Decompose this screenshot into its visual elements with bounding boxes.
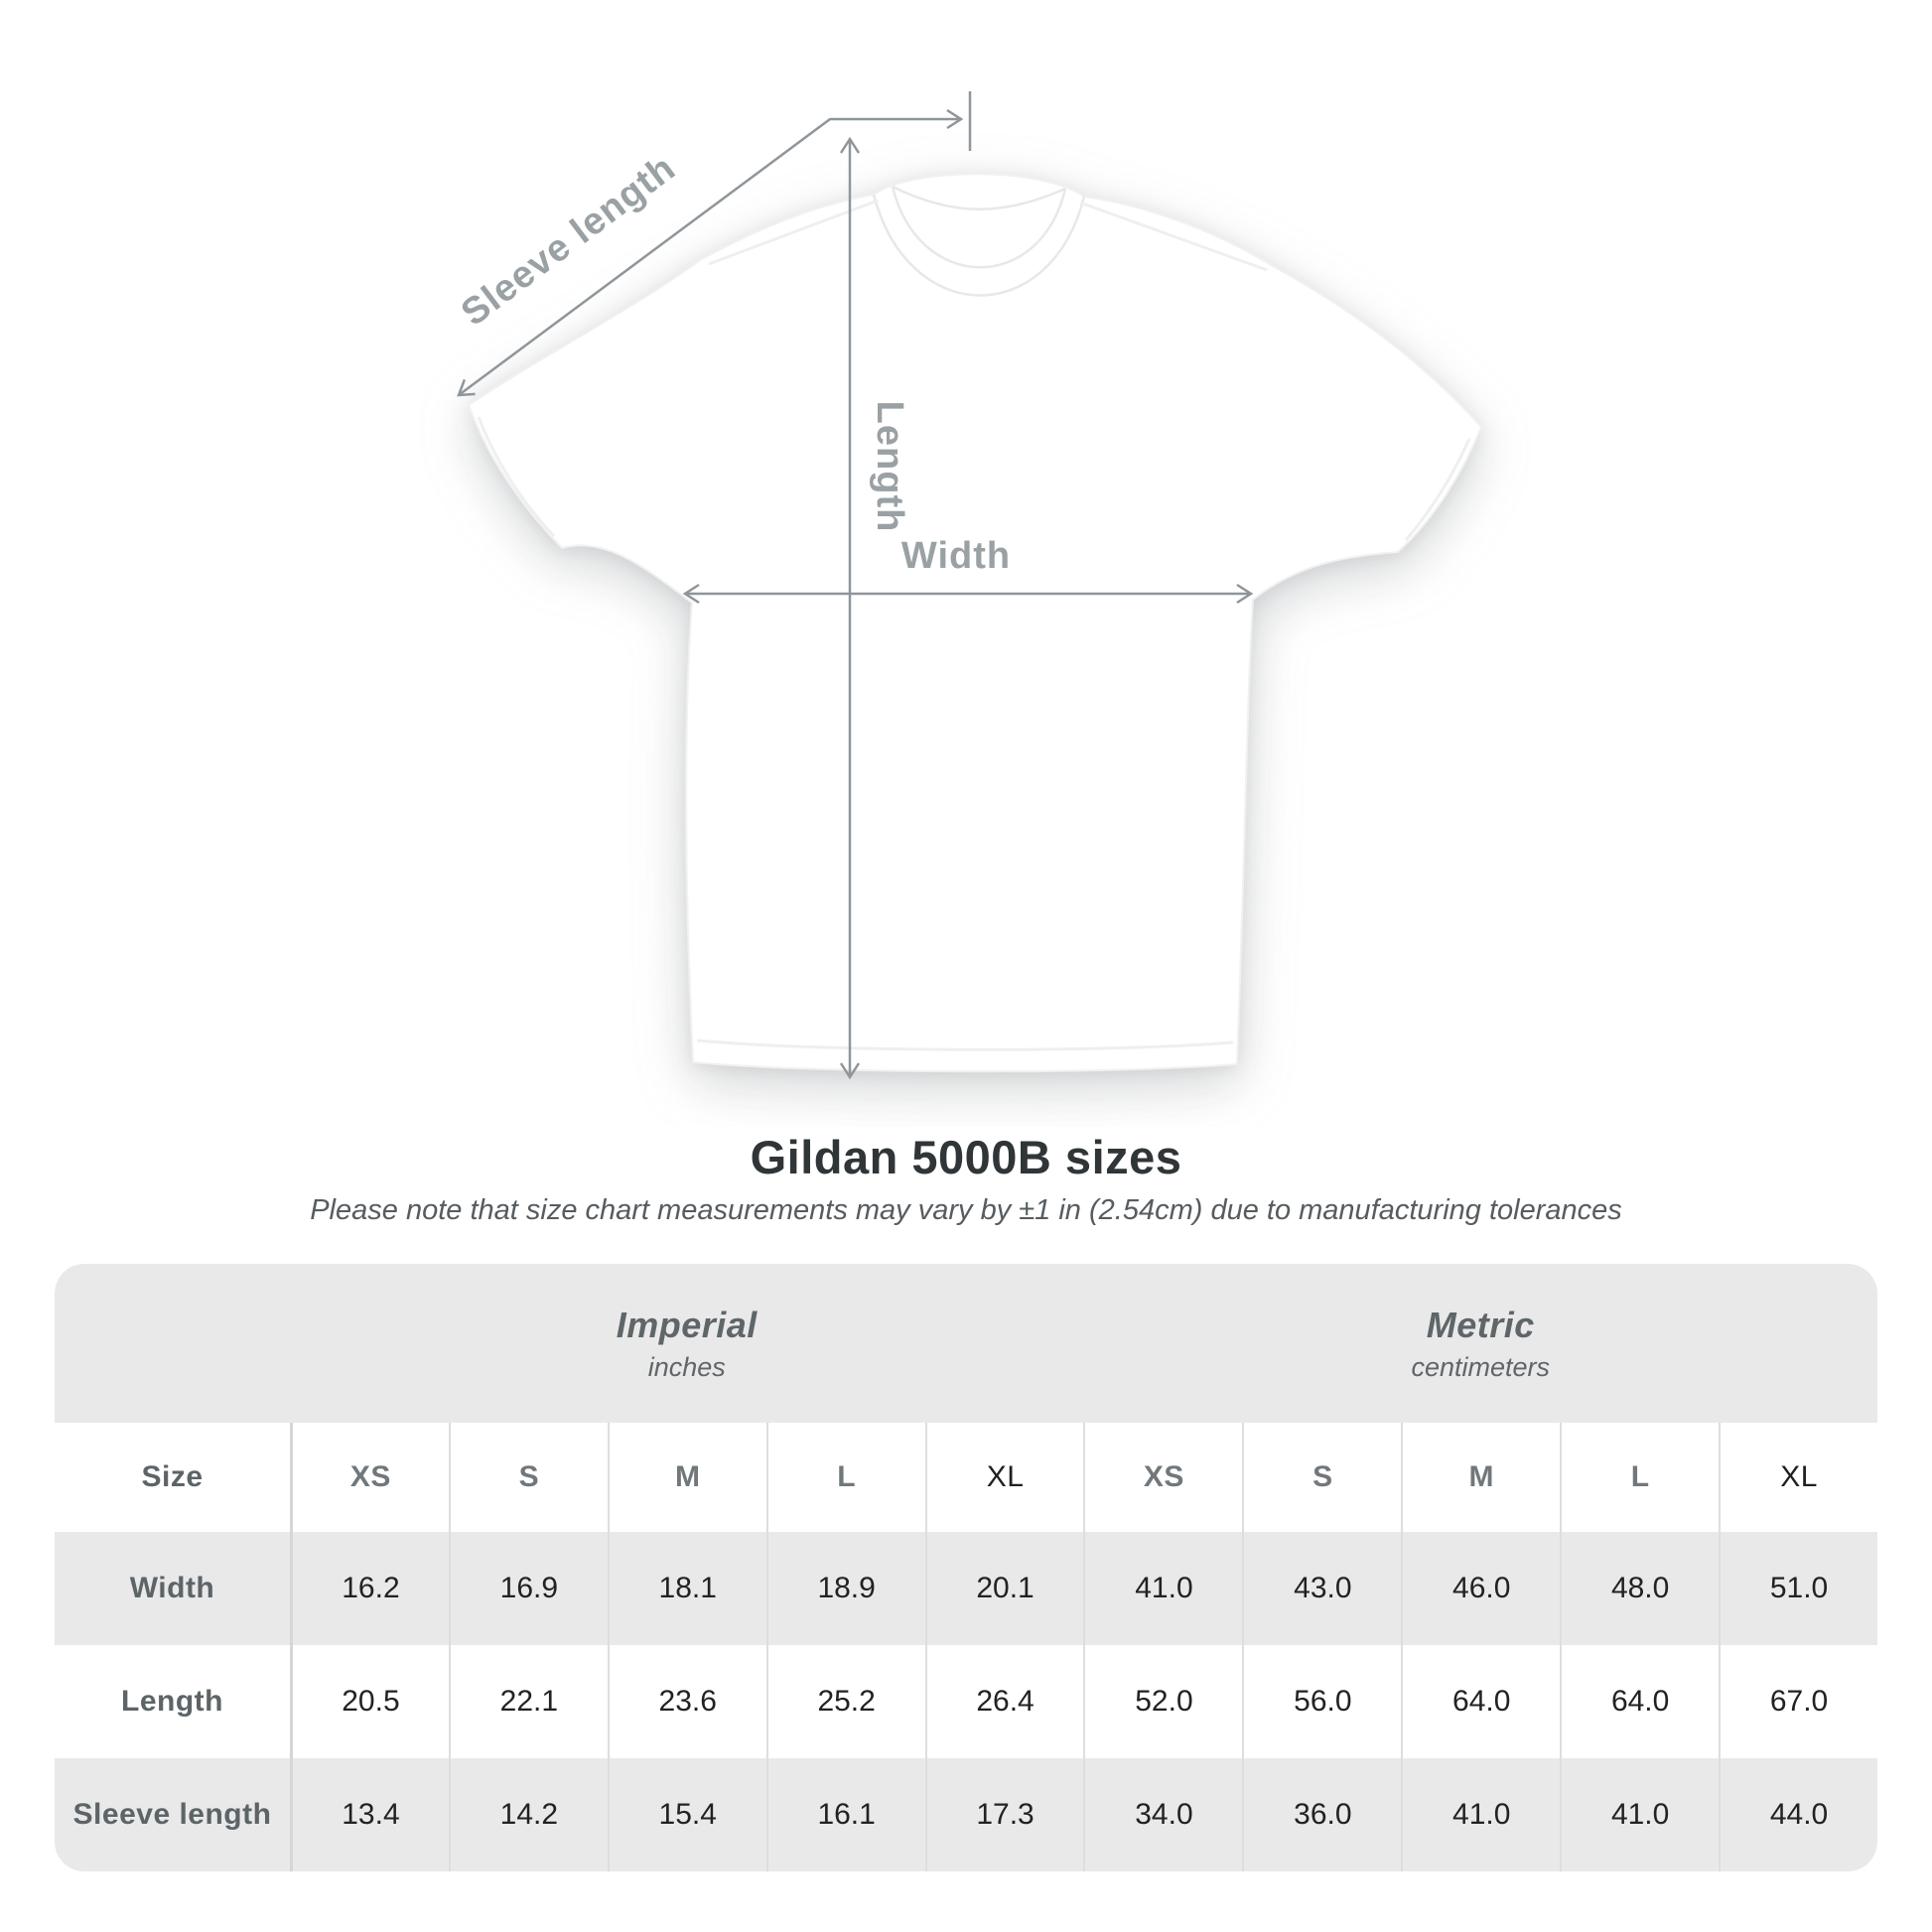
unit-group-header: Imperial inches Metric centimeters bbox=[55, 1264, 1877, 1423]
sleeve-imperial-m: 15.4 bbox=[607, 1758, 766, 1871]
length-imperial-m: 23.6 bbox=[607, 1645, 766, 1758]
sleeve-metric-xl: 44.0 bbox=[1719, 1758, 1877, 1871]
left-cuff-seam bbox=[477, 416, 556, 538]
length-metric-l: 64.0 bbox=[1560, 1645, 1720, 1758]
col-header-imperial-xs: XS bbox=[290, 1423, 449, 1532]
imperial-unit: inches bbox=[647, 1351, 726, 1382]
sleeve-imperial-l: 16.1 bbox=[765, 1758, 925, 1871]
sleeve-imperial-s: 14.2 bbox=[448, 1758, 608, 1871]
width-metric-m: 46.0 bbox=[1401, 1532, 1561, 1645]
length-imperial-s: 22.1 bbox=[448, 1645, 608, 1758]
col-header-imperial-m: M bbox=[607, 1423, 766, 1532]
length-metric-m: 64.0 bbox=[1401, 1645, 1561, 1758]
length-label: Length bbox=[869, 401, 910, 533]
size-table-panel: Imperial inches Metric centimeters Size … bbox=[55, 1264, 1877, 1871]
hem-seam bbox=[696, 1038, 1234, 1051]
tshirt-image bbox=[467, 173, 1483, 1073]
width-imperial-xl: 20.1 bbox=[924, 1532, 1084, 1645]
col-header-imperial-xl: XL bbox=[924, 1423, 1084, 1532]
metric-group-header: Metric centimeters bbox=[1084, 1264, 1878, 1423]
col-header-metric-l: L bbox=[1560, 1423, 1719, 1532]
width-imperial-m: 18.1 bbox=[607, 1532, 766, 1645]
col-header-metric-xl: XL bbox=[1719, 1423, 1877, 1532]
size-table: Size XS S M L XL XS S M L XL Width 16.2 … bbox=[55, 1423, 1877, 1871]
metric-unit: centimeters bbox=[1411, 1351, 1551, 1382]
sleeve-metric-l: 41.0 bbox=[1560, 1758, 1720, 1871]
length-imperial-xl: 26.4 bbox=[924, 1645, 1084, 1758]
imperial-label: Imperial bbox=[616, 1304, 758, 1345]
length-metric-xs: 52.0 bbox=[1083, 1645, 1243, 1758]
tshirt-measurement-diagram: Sleeve length Length Width bbox=[454, 91, 1483, 1080]
right-cuff-seam bbox=[1404, 438, 1471, 541]
row-label-width: Width bbox=[55, 1532, 290, 1645]
right-shoulder-seam bbox=[1079, 201, 1268, 272]
sleeve-metric-xs: 34.0 bbox=[1083, 1758, 1243, 1871]
col-header-imperial-s: S bbox=[448, 1423, 608, 1532]
row-label-length: Length bbox=[55, 1645, 290, 1758]
sleeve-imperial-xl: 17.3 bbox=[924, 1758, 1084, 1871]
measurement-arrows bbox=[457, 91, 1254, 1080]
width-label: Width bbox=[901, 535, 1011, 577]
width-metric-s: 43.0 bbox=[1242, 1532, 1402, 1645]
width-imperial-s: 16.9 bbox=[448, 1532, 608, 1645]
size-column-header: Size bbox=[141, 1460, 204, 1493]
col-header-metric-xs: XS bbox=[1083, 1423, 1242, 1532]
length-imperial-l: 25.2 bbox=[765, 1645, 925, 1758]
sleeve-imperial-xs: 13.4 bbox=[290, 1758, 449, 1871]
width-metric-xl: 51.0 bbox=[1719, 1532, 1877, 1645]
sleeve-length-arrow bbox=[457, 108, 964, 397]
col-header-metric-m: M bbox=[1401, 1423, 1560, 1532]
metric-label: Metric bbox=[1426, 1304, 1535, 1345]
width-imperial-l: 18.9 bbox=[765, 1532, 925, 1645]
imperial-group-header: Imperial inches bbox=[290, 1264, 1084, 1423]
width-metric-l: 48.0 bbox=[1560, 1532, 1720, 1645]
length-imperial-xs: 20.5 bbox=[290, 1645, 449, 1758]
width-imperial-xs: 16.2 bbox=[290, 1532, 449, 1645]
tolerance-note: Please note that size chart measurements… bbox=[310, 1194, 1622, 1226]
page-title: Gildan 5000B sizes bbox=[750, 1131, 1182, 1183]
sleeve-metric-m: 41.0 bbox=[1401, 1758, 1561, 1871]
col-header-imperial-l: L bbox=[765, 1423, 925, 1532]
col-header-metric-s: S bbox=[1242, 1423, 1401, 1532]
width-metric-xs: 41.0 bbox=[1083, 1532, 1243, 1645]
length-metric-xl: 67.0 bbox=[1719, 1645, 1877, 1758]
length-metric-s: 56.0 bbox=[1242, 1645, 1402, 1758]
sleeve-metric-s: 36.0 bbox=[1242, 1758, 1402, 1871]
row-label-sleeve-length: Sleeve length bbox=[55, 1758, 290, 1871]
